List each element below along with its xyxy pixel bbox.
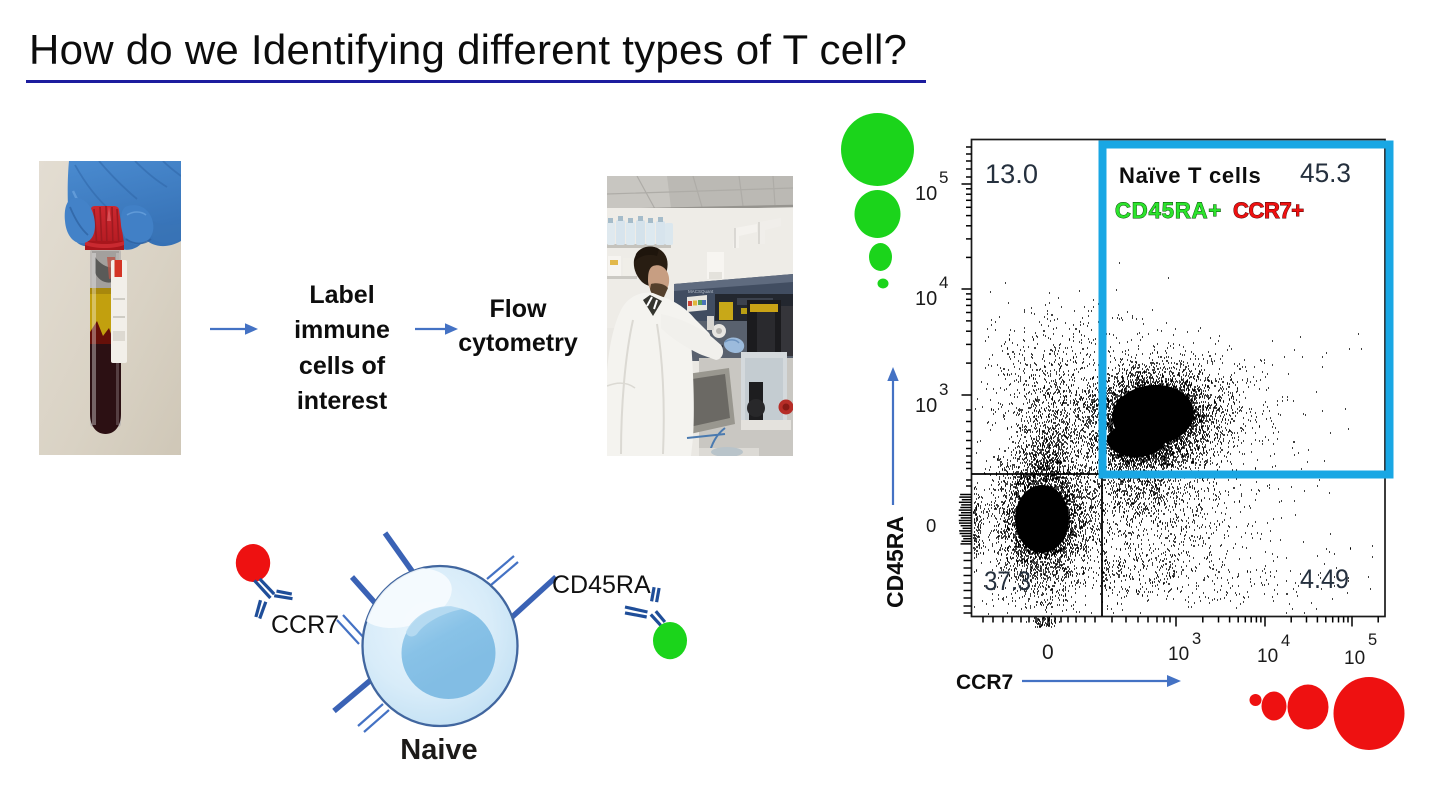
svg-text:10: 10 <box>1168 644 1189 665</box>
svg-text:45.3: 45.3 <box>1300 158 1351 188</box>
svg-text:37.3: 37.3 <box>984 566 1031 596</box>
svg-text:4.49: 4.49 <box>1300 564 1349 594</box>
svg-text:3: 3 <box>1192 630 1201 648</box>
svg-text:0: 0 <box>926 515 936 536</box>
svg-text:4: 4 <box>1281 632 1290 650</box>
svg-text:13.0: 13.0 <box>985 159 1038 189</box>
svg-text:CD45RA: CD45RA <box>882 516 908 608</box>
svg-text:10: 10 <box>1344 648 1365 669</box>
svg-text:5: 5 <box>939 168 948 187</box>
svg-text:0: 0 <box>1042 641 1054 664</box>
svg-text:5: 5 <box>1368 631 1377 649</box>
svg-text:Naive: Naive <box>400 734 477 766</box>
svg-text:10: 10 <box>915 288 937 310</box>
svg-text:10: 10 <box>915 395 937 417</box>
svg-text:CCR7: CCR7 <box>271 611 339 639</box>
svg-text:CD45RA+: CD45RA+ <box>1115 198 1222 223</box>
svg-text:10: 10 <box>915 183 937 205</box>
svg-text:MACSQuant: MACSQuant <box>688 289 714 294</box>
svg-text:CCR7+: CCR7+ <box>1233 198 1304 223</box>
svg-text:4: 4 <box>939 273 948 292</box>
svg-text:3: 3 <box>939 380 948 399</box>
svg-text:10: 10 <box>1257 646 1278 667</box>
svg-text:CCR7: CCR7 <box>956 671 1013 694</box>
svg-text:CD45RA: CD45RA <box>552 571 651 599</box>
svg-text:Naïve T cells: Naïve T cells <box>1119 163 1261 188</box>
